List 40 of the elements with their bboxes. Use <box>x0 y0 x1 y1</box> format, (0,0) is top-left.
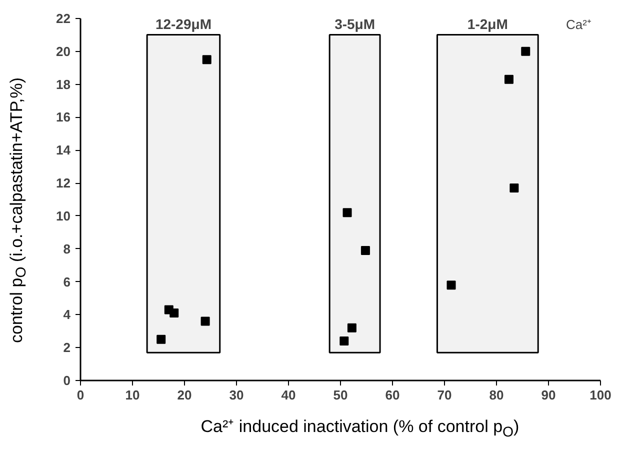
y-tick-label: 16 <box>56 110 71 125</box>
point <box>510 183 519 192</box>
y-tick-label: 22 <box>56 11 71 26</box>
x-tick-label: 30 <box>229 388 244 402</box>
point <box>446 280 456 290</box>
point <box>504 74 514 84</box>
x-tick-label: 90 <box>541 388 556 402</box>
x-tick-label: 80 <box>489 388 504 402</box>
y-tick-label: 2 <box>63 340 71 356</box>
x-axis-title: Ca²⁺ induced inactivation (% of control p$_{O}$) <box>200 416 520 442</box>
point <box>202 55 212 64</box>
point <box>340 336 349 346</box>
y-tick-label: 10 <box>56 208 71 224</box>
band-label: 3-5μM <box>334 16 376 32</box>
band-label: 1-2μM <box>467 16 508 32</box>
annotation: Ca²⁺ <box>566 16 591 32</box>
point <box>360 246 370 256</box>
x-tick-label: 40 <box>281 388 296 402</box>
x-tick-label: 0 <box>76 388 84 402</box>
point <box>156 334 166 344</box>
x-tick-label: 70 <box>437 388 452 402</box>
y-tick-label: 12 <box>56 176 71 191</box>
y-tick-label: 20 <box>56 44 71 59</box>
y-tick-label: 14 <box>56 142 72 158</box>
y-tick-label: 6 <box>63 274 71 290</box>
y-tick-label: 8 <box>63 241 71 256</box>
point <box>347 323 356 332</box>
x-tick-label: 60 <box>385 388 400 402</box>
x-tick-label: 100 <box>590 388 612 402</box>
point <box>200 316 210 326</box>
x-tick-label: 10 <box>125 388 140 402</box>
x-tick-label: 20 <box>177 388 192 402</box>
y-tick-label: 0 <box>63 373 71 388</box>
x-tick-label: 50 <box>333 388 348 402</box>
y-tick-label: 4 <box>63 307 72 322</box>
point <box>521 46 530 56</box>
y-tick-label: 18 <box>56 76 71 92</box>
band-label: 12-29μM <box>155 16 212 32</box>
point <box>170 308 179 318</box>
point <box>342 208 352 218</box>
